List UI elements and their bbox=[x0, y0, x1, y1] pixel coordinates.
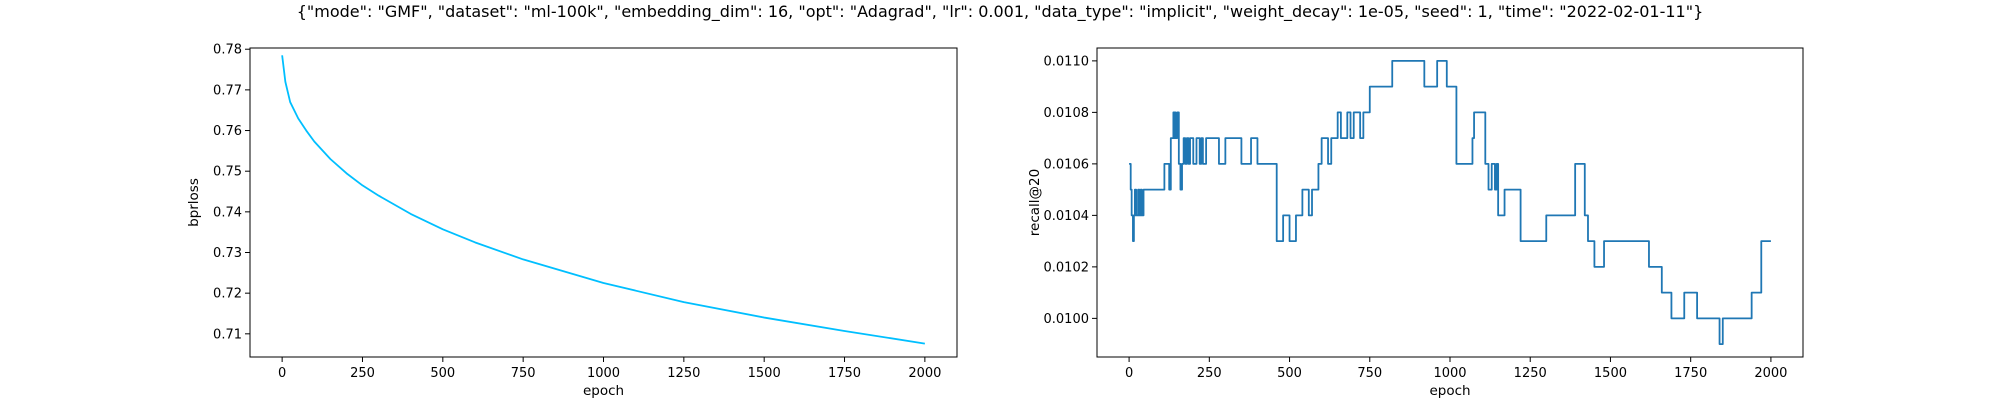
recall-chart: 0 250 500 750 1000 1250 1500 1750 2000 0.0100 0.01… bbox=[1027, 47, 1804, 399]
x-tick-label: 1500 bbox=[748, 366, 781, 381]
series-line bbox=[281, 55, 925, 345]
y-tick-label: 0.75 bbox=[213, 165, 242, 180]
y-tick-label: 0.0110 bbox=[1044, 54, 1090, 69]
x-tick-label: 0 bbox=[1125, 366, 1133, 381]
x-tick-label: 1250 bbox=[1514, 366, 1547, 381]
loss-chart: 0 250 500 750 1000 1250 1500 1750 2000 0.71 0.72 0.… bbox=[186, 43, 958, 399]
x-tick-label: 1750 bbox=[1674, 366, 1707, 381]
y-tick-label: 0.74 bbox=[213, 205, 242, 220]
y-tick-label: 0.76 bbox=[213, 124, 242, 139]
y-axis-label: recall@20 bbox=[1027, 169, 1043, 236]
x-tick-label: 250 bbox=[350, 366, 375, 381]
x-tick-label: 1500 bbox=[1594, 366, 1627, 381]
x-tick-label: 500 bbox=[1277, 366, 1302, 381]
y-axis-label: bprloss bbox=[186, 178, 202, 227]
x-tick-label: 0 bbox=[278, 366, 286, 381]
x-tick-label: 2000 bbox=[1754, 366, 1787, 381]
x-tick-label: 1000 bbox=[587, 366, 620, 381]
x-axis-label: epoch bbox=[583, 383, 624, 399]
x-tick-label: 250 bbox=[1197, 366, 1222, 381]
x-tick-label: 1750 bbox=[828, 366, 861, 381]
x-tick-label: 750 bbox=[1357, 366, 1382, 381]
y-tick-label: 0.0104 bbox=[1044, 209, 1090, 224]
y-tick-label: 0.0102 bbox=[1044, 260, 1090, 275]
series-line bbox=[1129, 59, 1771, 346]
y-tick-label: 0.0106 bbox=[1044, 157, 1090, 172]
y-tick-label: 0.77 bbox=[213, 83, 242, 98]
axes-frame bbox=[249, 47, 958, 358]
x-axis-label: epoch bbox=[1429, 383, 1470, 399]
y-tick-label: 0.0108 bbox=[1044, 106, 1090, 121]
y-tick-label: 0.72 bbox=[213, 287, 242, 302]
y-tick-label: 0.0100 bbox=[1044, 312, 1090, 327]
y-tick-label: 0.78 bbox=[213, 43, 242, 58]
y-tick-label: 0.73 bbox=[213, 246, 242, 261]
x-tick-label: 1250 bbox=[667, 366, 700, 381]
y-tick-label: 0.71 bbox=[213, 327, 242, 342]
x-tick-label: 500 bbox=[430, 366, 455, 381]
x-tick-label: 750 bbox=[511, 366, 536, 381]
figure-title: {"mode": "GMF", "dataset": "ml-100k", "e… bbox=[296, 2, 1704, 21]
x-tick-label: 1000 bbox=[1433, 366, 1466, 381]
x-tick-label: 2000 bbox=[908, 366, 941, 381]
